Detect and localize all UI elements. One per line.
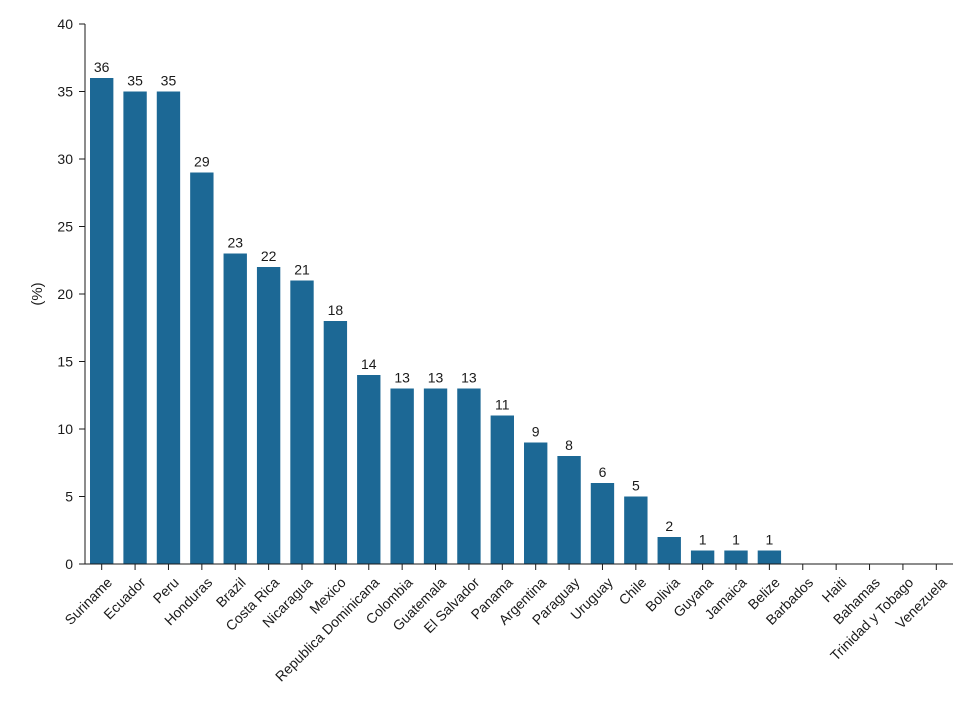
data-label: 23 xyxy=(227,235,243,251)
x-tick-label: Suriname xyxy=(61,574,115,628)
y-tick-label: 25 xyxy=(57,219,73,235)
data-label: 35 xyxy=(161,73,177,89)
y-tick-label: 15 xyxy=(57,354,73,370)
y-tick-label: 20 xyxy=(57,286,73,302)
bar xyxy=(757,550,782,564)
data-label: 14 xyxy=(361,356,377,372)
data-label: 29 xyxy=(194,154,210,170)
bar xyxy=(123,91,147,564)
bar xyxy=(657,537,681,564)
bar xyxy=(423,388,448,564)
data-label: 35 xyxy=(127,73,143,89)
data-label: 18 xyxy=(328,302,344,318)
data-label: 22 xyxy=(261,248,277,264)
bar xyxy=(323,321,348,564)
y-tick-label: 40 xyxy=(57,16,73,32)
data-label: 13 xyxy=(394,370,410,386)
bars xyxy=(90,78,782,564)
data-label: 36 xyxy=(94,59,110,75)
data-label: 1 xyxy=(699,532,707,548)
data-label: 5 xyxy=(632,478,640,494)
y-tick-label: 10 xyxy=(57,421,73,437)
data-label: 6 xyxy=(599,464,607,480)
bar xyxy=(223,253,247,564)
bar xyxy=(524,442,548,564)
data-label: 1 xyxy=(765,532,773,548)
bar xyxy=(357,375,381,564)
bar xyxy=(90,78,114,564)
y-axis-title: (%) xyxy=(29,282,46,305)
data-label: 21 xyxy=(294,262,310,278)
data-label: 2 xyxy=(665,518,673,534)
bar xyxy=(390,388,414,564)
bar xyxy=(690,550,715,564)
data-label: 13 xyxy=(428,370,444,386)
y-axis: 0 5 10 15 20 25 30 35 40 xyxy=(57,16,86,572)
y-tick-label: 0 xyxy=(65,556,73,572)
y-tick-label: 5 xyxy=(65,489,73,505)
bar xyxy=(557,456,581,564)
y-tick-label: 30 xyxy=(57,151,73,167)
data-label: 8 xyxy=(565,437,573,453)
bar xyxy=(624,496,648,564)
bar xyxy=(290,280,314,564)
bar xyxy=(256,267,281,564)
bar xyxy=(190,172,214,564)
data-label: 11 xyxy=(495,397,510,413)
bar xyxy=(156,91,181,564)
data-label: 13 xyxy=(461,370,477,386)
data-label: 1 xyxy=(732,532,740,548)
y-tick-label: 35 xyxy=(57,84,73,100)
bar xyxy=(490,415,514,564)
data-label: 9 xyxy=(532,424,540,440)
bar xyxy=(457,388,481,564)
bar xyxy=(724,550,748,564)
bar xyxy=(590,483,615,564)
